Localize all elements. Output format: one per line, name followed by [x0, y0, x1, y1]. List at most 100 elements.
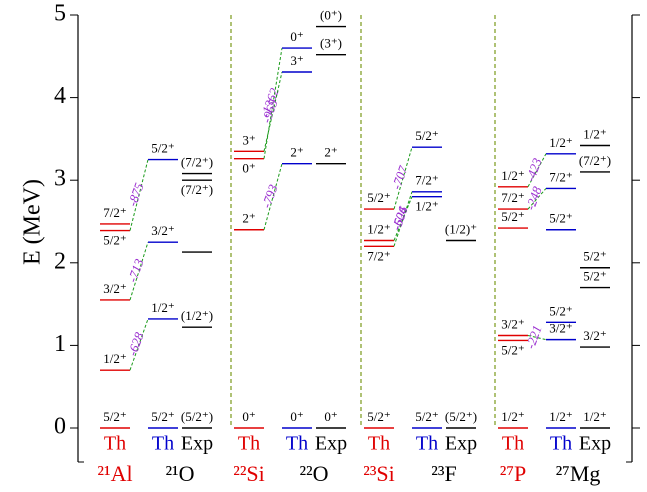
- nucleus-label: ²⁷P: [500, 461, 527, 486]
- level-label: 1/2⁺: [583, 126, 606, 141]
- mirror-shift: -221: [522, 323, 544, 351]
- mirror-shift: -713: [124, 256, 146, 284]
- column-header: Th: [416, 433, 438, 455]
- level-label: 5/2⁺: [583, 249, 606, 264]
- level-label: 7/2⁺: [501, 190, 524, 205]
- y-axis-label: E (MeV): [20, 179, 46, 265]
- mirror-line: [393, 196, 413, 241]
- mirror-line: [263, 47, 283, 159]
- level-label: 5/2⁺: [103, 233, 126, 248]
- level-label: 1/2⁺: [583, 409, 606, 424]
- level-label: 1/2⁺: [367, 221, 390, 236]
- level-label: 5/2⁺: [415, 409, 438, 424]
- level-label: 3/2⁺: [583, 328, 606, 343]
- y-tick-label: 5: [54, 1, 66, 27]
- y-tick-label: 2: [54, 248, 66, 274]
- column-header: Exp: [445, 433, 477, 455]
- level-label: 0⁺: [242, 161, 255, 176]
- nucleus-label: ²¹Al: [97, 461, 132, 486]
- level-label: (1/2⁺): [181, 308, 213, 323]
- level-label: 7/2⁺: [415, 173, 438, 188]
- level-label: 1/2⁺: [549, 409, 572, 424]
- level-label: 1/2⁺: [501, 168, 524, 183]
- column-header: Th: [104, 433, 126, 455]
- level-label: 3⁺: [242, 132, 255, 147]
- level-label: 0⁺: [290, 409, 303, 424]
- mirror-line: [129, 318, 149, 371]
- mirror-shift: -628: [124, 330, 146, 358]
- level-label: (3⁺): [320, 36, 342, 51]
- level-label: 5/2⁺: [367, 190, 390, 205]
- level-label: 1/2⁺: [103, 351, 126, 366]
- level-label: 5/2⁺: [549, 303, 572, 318]
- nucleus-label: ²¹O: [165, 461, 194, 486]
- mirror-line: [527, 188, 547, 210]
- mirror-shift: -248: [522, 184, 544, 212]
- level-label: 5/2⁺: [151, 409, 174, 424]
- nucleus-label: ²³Si: [363, 461, 395, 486]
- level-label: 1/2⁺: [151, 300, 174, 315]
- level-label: (0⁺): [320, 8, 342, 23]
- mirror-line: [129, 159, 149, 231]
- mirror-line: [263, 71, 283, 152]
- y-tick-label: 1: [54, 331, 66, 357]
- column-header: Exp: [181, 433, 213, 455]
- level-label: 1/2⁺: [415, 199, 438, 214]
- level-label: 3/2⁺: [549, 321, 572, 336]
- level-label: 7/2⁺: [549, 169, 572, 184]
- level-label: 0⁺: [324, 409, 337, 424]
- level-label: 7/2⁺: [103, 205, 126, 220]
- nucleus-label: ²³F: [431, 461, 456, 486]
- level-label: (5/2⁺): [445, 409, 477, 424]
- level-label: 7/2⁺: [367, 248, 390, 263]
- column-header: Th: [238, 433, 260, 455]
- level-label: 5/2⁺: [415, 128, 438, 143]
- column-header: Th: [368, 433, 390, 455]
- level-label: 2⁺: [242, 211, 255, 226]
- mirror-line: [263, 163, 283, 230]
- mirror-line: [129, 242, 149, 301]
- level-label: (5/2⁺): [181, 409, 213, 424]
- mirror-line: [393, 191, 413, 247]
- y-tick-label: 4: [54, 83, 66, 109]
- level-label: 5/2⁺: [151, 141, 174, 156]
- level-label: (7/2⁺): [181, 155, 213, 170]
- mirror-line: [527, 335, 547, 341]
- level-label: 5/2⁺: [103, 409, 126, 424]
- column-header: Exp: [315, 433, 347, 455]
- level-label: (7/2⁺): [579, 153, 611, 168]
- mirror-shift: -875: [124, 180, 146, 208]
- y-tick-label: 0: [54, 414, 66, 440]
- level-label: 0⁺: [290, 29, 303, 44]
- nucleus-label: ²²Si: [233, 461, 265, 486]
- level-label: 3/2⁺: [501, 316, 524, 331]
- level-label: 2⁺: [324, 145, 337, 160]
- level-label: 3/2⁺: [103, 281, 126, 296]
- level-label: 0⁺: [242, 409, 255, 424]
- nucleus-label: ²²O: [299, 461, 328, 486]
- column-header: Th: [502, 433, 524, 455]
- mirror-shift: -793: [258, 182, 280, 210]
- nucleus-label: ²⁷Mg: [556, 461, 601, 486]
- mirror-line: [527, 153, 547, 188]
- level-label: 5/2⁺: [501, 342, 524, 357]
- level-label: 3⁺: [290, 53, 303, 68]
- level-label: 5/2⁺: [367, 409, 390, 424]
- mirror-line: [393, 147, 413, 210]
- level-label: 5/2⁺: [501, 209, 524, 224]
- column-header: Th: [550, 433, 572, 455]
- level-label: 3/2⁺: [151, 223, 174, 238]
- level-label: 5/2⁺: [549, 211, 572, 226]
- level-label: 1/2⁺: [549, 135, 572, 150]
- mirror-shift: -707: [388, 163, 410, 191]
- level-label: (1/2)⁺: [445, 221, 477, 236]
- level-label: (7/2⁺): [181, 182, 213, 197]
- column-header: Th: [286, 433, 308, 455]
- y-tick-label: 3: [54, 166, 66, 192]
- level-label: 2⁺: [290, 145, 303, 160]
- column-header: Th: [152, 433, 174, 455]
- level-label: 1/2⁺: [501, 409, 524, 424]
- mirror-shift: -423: [522, 156, 544, 184]
- column-header: Exp: [579, 433, 611, 455]
- level-label: 5/2⁺: [583, 269, 606, 284]
